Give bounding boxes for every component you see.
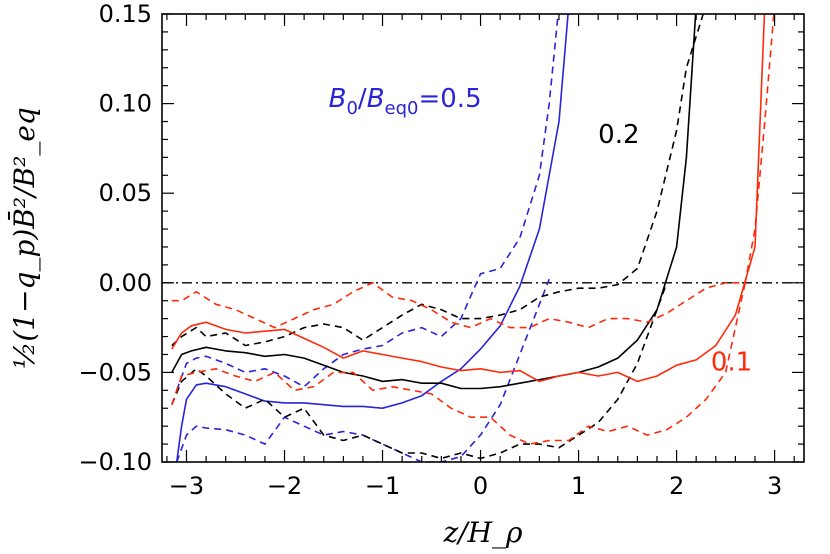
series-layer	[171, 14, 775, 462]
series-line-0.1-dashed-8	[171, 282, 746, 445]
plot-frame	[161, 13, 805, 463]
y-tick-label: 0.15	[99, 0, 152, 28]
y-tick-label: 0.10	[99, 90, 152, 118]
series-line-0.5-solid-0	[175, 14, 569, 462]
x-tick-label: −3	[169, 472, 204, 500]
series-line-0.1-solid-6	[171, 14, 766, 383]
tick-labels: −3 −2 −1 0 1 2 3 −0.10 −0.05 0.00 0.05 0.10 0.15	[78, 0, 782, 500]
x-tick-label: −1	[365, 472, 400, 500]
x-axis-label: z/H_ρ	[442, 516, 523, 549]
series-annotation-label: B0/Beq0=0.5	[329, 84, 482, 119]
x-tick-label: 3	[767, 472, 782, 500]
x-tick-label: 1	[571, 472, 586, 500]
x-tick-label: −2	[267, 472, 302, 500]
series-line-0.2-dashed-4	[171, 14, 705, 347]
y-axis-label: ½(1−q_p)B̄²/B²_eq	[7, 107, 41, 369]
series-line-0.2-solid-3	[171, 14, 697, 390]
x-tick-label: 2	[669, 472, 684, 500]
series-annotation-label: 0.1	[711, 348, 752, 378]
series-annotation-label: 0.2	[598, 120, 639, 150]
series-line-0.1-dashed-7	[171, 14, 775, 329]
series-line-0.5-dashed-2	[175, 278, 550, 462]
y-tick-label: 0.05	[99, 179, 152, 207]
annotations: B0/Beq0=0.5 0.2 0.1	[329, 84, 753, 377]
y-tick-label: −0.05	[78, 358, 152, 386]
y-tick-label: 0.00	[99, 269, 152, 297]
y-tick-label: −0.10	[78, 448, 152, 476]
x-tick-label: 0	[473, 472, 488, 500]
series-line-0.2-dashed-5	[171, 282, 668, 460]
series-line-0.5-dashed-1	[175, 14, 559, 391]
axis-ticks	[162, 13, 804, 463]
